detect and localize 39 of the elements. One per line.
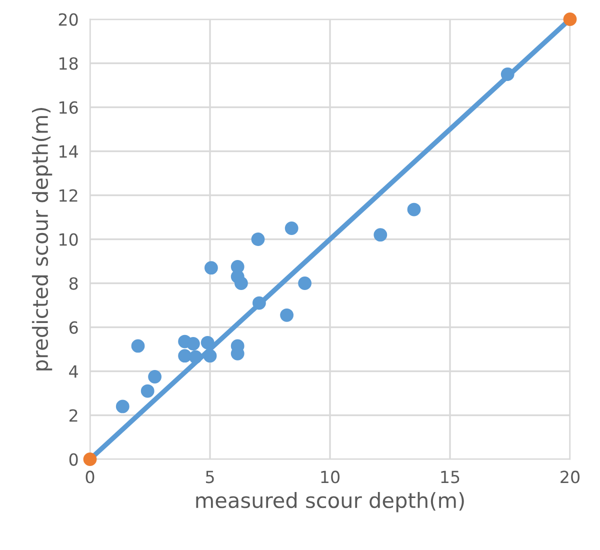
point xyxy=(188,350,202,364)
point xyxy=(251,232,265,246)
x-tick-label: 5 xyxy=(206,470,214,484)
point xyxy=(83,452,97,466)
y-tick-label: 8 xyxy=(69,277,78,290)
point xyxy=(178,349,192,363)
point xyxy=(374,228,388,242)
point xyxy=(131,339,145,353)
point xyxy=(284,222,298,235)
x-tick-label: 10 xyxy=(321,470,340,484)
y-tick-label: 6 xyxy=(69,321,78,334)
y-tick-label: 18 xyxy=(60,57,78,70)
y-tick-label: 10 xyxy=(60,233,78,246)
point xyxy=(186,337,200,350)
x-tick-label: 15 xyxy=(441,470,460,484)
x-tick-label: 0 xyxy=(86,470,94,484)
point xyxy=(116,400,130,414)
point xyxy=(280,308,294,322)
point xyxy=(298,276,312,290)
x-axis-title: measured scour depth(m) xyxy=(196,492,464,512)
point xyxy=(563,12,577,26)
y-tick-label: 12 xyxy=(60,189,78,202)
y-tick-label: 0 xyxy=(69,453,78,466)
y-tick-label: 16 xyxy=(60,101,78,114)
point xyxy=(148,370,162,384)
y-tick-label: 20 xyxy=(58,13,78,26)
x-tick-label: 20 xyxy=(560,470,580,484)
y-axis-title: predicted scour depth(m) xyxy=(32,108,52,370)
point xyxy=(500,68,514,81)
point xyxy=(204,261,218,275)
point xyxy=(203,349,217,363)
point xyxy=(234,276,248,290)
y-tick-label: 4 xyxy=(69,365,78,378)
y-tick-label: 14 xyxy=(60,145,78,158)
point xyxy=(200,336,214,350)
point xyxy=(407,202,421,216)
point xyxy=(140,384,154,398)
y-tick-label: 2 xyxy=(70,409,78,422)
point xyxy=(252,296,266,310)
